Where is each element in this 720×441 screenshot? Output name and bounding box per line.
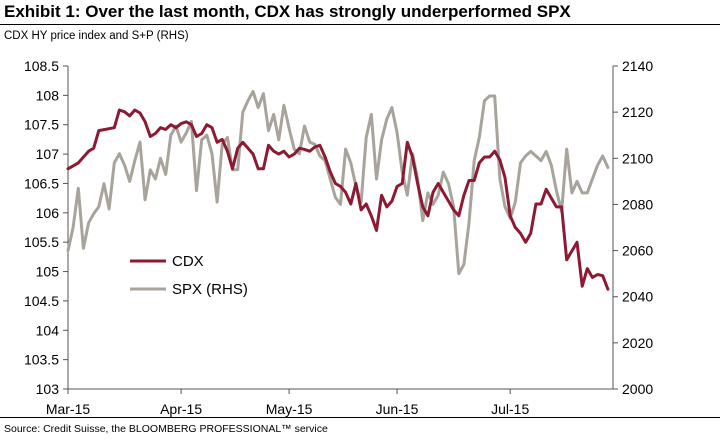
legend-label-spx: SPX (RHS) [172, 281, 248, 298]
y-left-tick-label: 108 [36, 87, 60, 103]
exhibit-title: Exhibit 1: Over the last month, CDX has … [4, 2, 571, 21]
series-line-spx [66, 89, 610, 276]
y-right-tick-label: 2080 [622, 196, 653, 212]
y-left-tick-label: 103 [36, 381, 60, 397]
y-right-tick-label: 2040 [622, 289, 653, 305]
chart-axes: 103 103.5 104 104.5 105 105.5 106 106.5 107 107.5… [24, 58, 653, 417]
y-left-tick-label: 106.5 [24, 175, 59, 191]
y-left-tick-label: 104.5 [24, 293, 59, 309]
y-left-tick-label: 106 [36, 205, 60, 221]
y-left-tick-label: 107.5 [24, 117, 59, 133]
x-tick-label: Jun-15 [376, 401, 419, 417]
series-line-cdx [66, 108, 610, 291]
chart-legend: CDX SPX (RHS) [130, 253, 248, 298]
chart-series [66, 89, 610, 291]
x-tick-label: Mar-15 [46, 401, 91, 417]
y-left-tick-label: 104 [36, 322, 60, 338]
y-right-tick-label: 2060 [622, 243, 653, 259]
title-rule [0, 24, 720, 25]
y-right-tick-label: 2140 [622, 58, 653, 74]
y-left-tick-label: 108.5 [24, 58, 59, 74]
y-right-tick-label: 2020 [622, 335, 653, 351]
source-note: Source: Credit Suisse, the BLOOMBERG PRO… [4, 423, 328, 435]
x-tick-label: Jul-15 [491, 401, 529, 417]
source-rule [0, 417, 720, 418]
y-right-tick-label: 2000 [622, 381, 653, 397]
y-right-tick-label: 2100 [622, 150, 653, 166]
x-tick-label: Apr-15 [160, 401, 202, 417]
y-left-tick-label: 105.5 [24, 234, 59, 250]
chart-subtitle: CDX HY price index and S+P (RHS) [4, 30, 189, 42]
x-tick-label: May-15 [266, 401, 313, 417]
y-right-tick-label: 2120 [622, 104, 653, 120]
y-left-tick-label: 105 [36, 264, 60, 280]
legend-label-cdx: CDX [172, 253, 204, 270]
y-left-tick-label: 107 [36, 146, 60, 162]
y-left-tick-label: 103.5 [24, 352, 59, 368]
